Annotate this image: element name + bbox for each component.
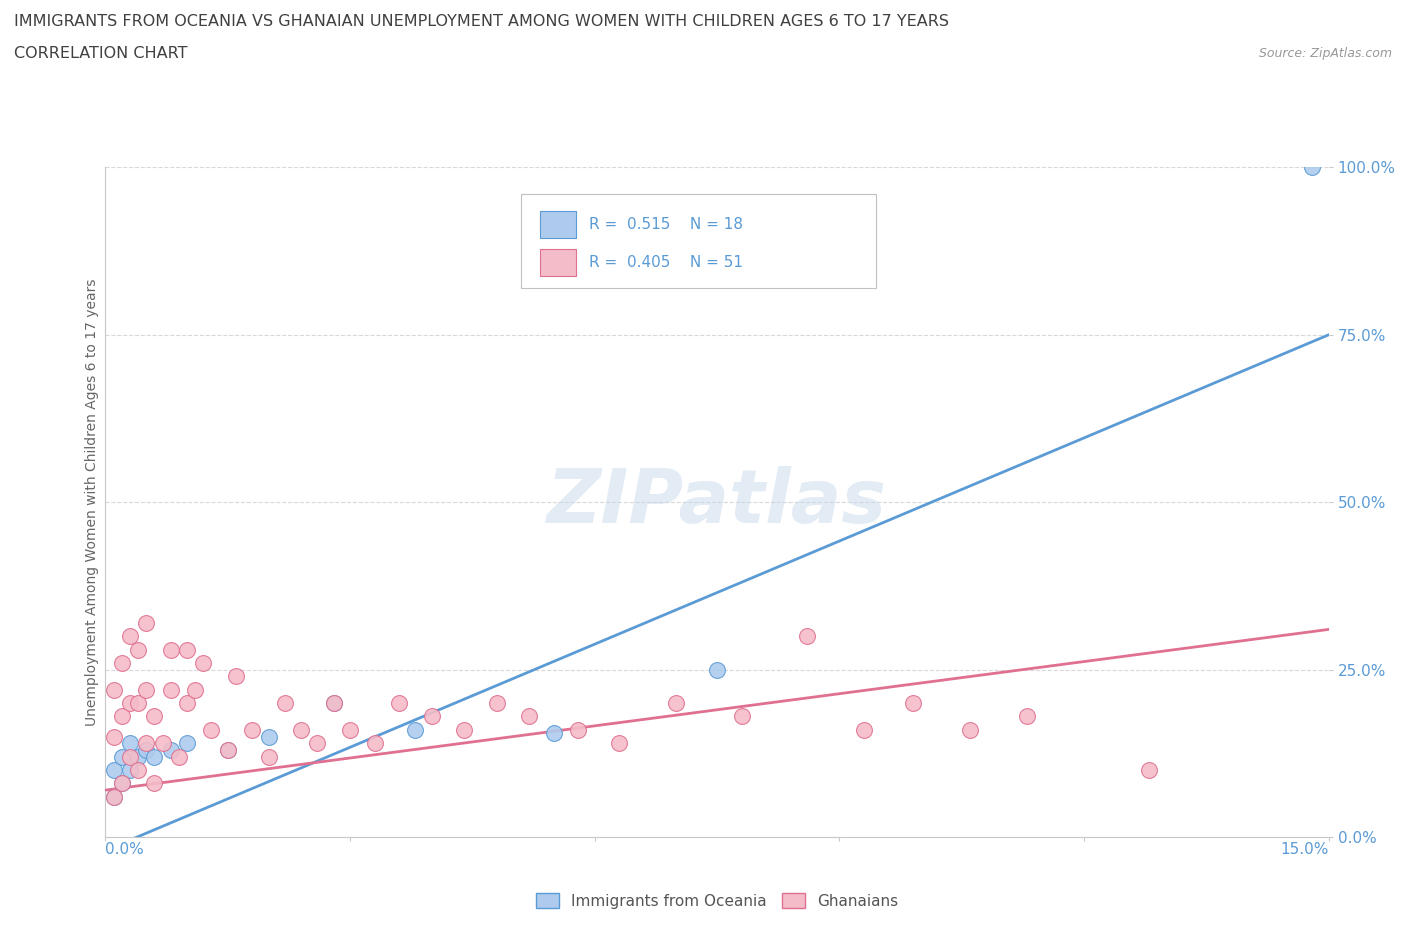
Point	[111, 776, 134, 790]
Point	[135, 742, 157, 757]
Point	[607, 736, 630, 751]
Point	[901, 696, 924, 711]
Point	[143, 750, 166, 764]
Point	[274, 696, 297, 711]
Point	[127, 763, 149, 777]
Point	[543, 725, 565, 740]
Point	[118, 736, 141, 751]
Point	[103, 790, 125, 804]
Point	[159, 642, 181, 657]
Point	[167, 750, 190, 764]
Point	[706, 662, 728, 677]
Point	[193, 656, 215, 671]
Point	[290, 723, 312, 737]
Point	[118, 696, 141, 711]
Point	[257, 750, 280, 764]
Point	[485, 696, 508, 711]
Point	[127, 696, 149, 711]
Legend: Immigrants from Oceania, Ghanaians: Immigrants from Oceania, Ghanaians	[529, 885, 905, 916]
Point	[176, 696, 198, 711]
Point	[135, 736, 157, 751]
Point	[796, 629, 818, 644]
Bar	[540, 211, 576, 238]
FancyBboxPatch shape	[522, 194, 876, 288]
Point	[1137, 763, 1160, 777]
Point	[257, 729, 280, 744]
Point	[103, 729, 125, 744]
Y-axis label: Unemployment Among Women with Children Ages 6 to 17 years: Unemployment Among Women with Children A…	[84, 278, 98, 726]
Text: IMMIGRANTS FROM OCEANIA VS GHANAIAN UNEMPLOYMENT AMONG WOMEN WITH CHILDREN AGES : IMMIGRANTS FROM OCEANIA VS GHANAIAN UNEM…	[14, 14, 949, 29]
Point	[143, 709, 166, 724]
Point	[567, 723, 589, 737]
Point	[388, 696, 411, 711]
Point	[225, 669, 247, 684]
Point	[184, 683, 207, 698]
Text: ZIPatlas: ZIPatlas	[547, 466, 887, 538]
Point	[127, 642, 149, 657]
Point	[159, 742, 181, 757]
Text: Source: ZipAtlas.com: Source: ZipAtlas.com	[1258, 46, 1392, 60]
Point	[959, 723, 981, 737]
Point	[176, 642, 198, 657]
Point	[519, 709, 541, 724]
Point	[420, 709, 443, 724]
Point	[339, 723, 361, 737]
Point	[363, 736, 385, 751]
Point	[240, 723, 263, 737]
Point	[111, 656, 134, 671]
Text: 0.0%: 0.0%	[105, 842, 145, 857]
Point	[143, 776, 166, 790]
Point	[135, 616, 157, 631]
Point	[665, 696, 688, 711]
Point	[322, 696, 344, 711]
Point	[200, 723, 222, 737]
Point	[103, 790, 125, 804]
Point	[111, 750, 134, 764]
Point	[118, 750, 141, 764]
Point	[118, 629, 141, 644]
Point	[1015, 709, 1038, 724]
Point	[1301, 160, 1323, 175]
Point	[111, 709, 134, 724]
Point	[322, 696, 344, 711]
Point	[159, 683, 181, 698]
Point	[217, 742, 239, 757]
Point	[127, 750, 149, 764]
Point	[111, 776, 134, 790]
Point	[118, 763, 141, 777]
Point	[152, 736, 174, 751]
Text: CORRELATION CHART: CORRELATION CHART	[14, 46, 187, 61]
Point	[307, 736, 329, 751]
Bar	[540, 249, 576, 276]
Point	[852, 723, 875, 737]
Point	[176, 736, 198, 751]
Point	[730, 709, 752, 724]
Text: R =  0.515    N = 18: R = 0.515 N = 18	[589, 217, 742, 232]
Point	[103, 683, 125, 698]
Point	[135, 683, 157, 698]
Point	[103, 763, 125, 777]
Text: 15.0%: 15.0%	[1281, 842, 1329, 857]
Point	[217, 742, 239, 757]
Point	[453, 723, 475, 737]
Text: R =  0.405    N = 51: R = 0.405 N = 51	[589, 255, 742, 270]
Point	[404, 723, 426, 737]
